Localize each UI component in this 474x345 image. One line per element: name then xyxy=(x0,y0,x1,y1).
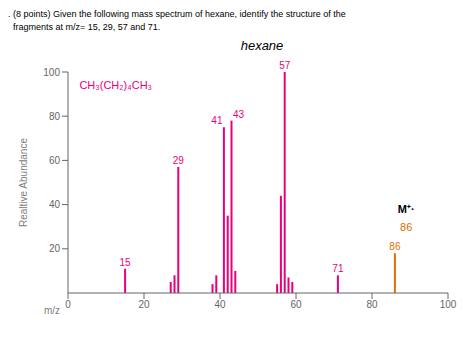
svg-text:100: 100 xyxy=(440,299,457,310)
svg-text:100: 100 xyxy=(43,67,60,78)
svg-text:0: 0 xyxy=(65,299,71,310)
svg-text:40: 40 xyxy=(49,199,61,210)
svg-text:41: 41 xyxy=(211,115,223,126)
svg-text:20: 20 xyxy=(49,243,61,254)
svg-text:43: 43 xyxy=(233,109,245,120)
svg-text:Realtive Abundance: Realtive Abundance xyxy=(18,138,29,227)
svg-text:CH₃(CH₂)₄CH₃: CH₃(CH₂)₄CH₃ xyxy=(79,79,152,91)
svg-text:15: 15 xyxy=(120,257,132,268)
svg-text:m/z: m/z xyxy=(44,305,60,316)
svg-text:86: 86 xyxy=(400,221,412,233)
svg-text:60: 60 xyxy=(49,155,61,166)
html-text:. (8 points) Given the followi: . (8 points) Given the following mass sp… xyxy=(8,9,346,19)
html-text:hexane: hexane xyxy=(240,38,284,53)
svg-text:71: 71 xyxy=(332,263,344,274)
svg-text:86: 86 xyxy=(389,241,401,252)
svg-text:29: 29 xyxy=(173,155,185,166)
svg-text:20: 20 xyxy=(138,299,150,310)
html-text:fragments at m/z= 15, 29, 57 a: fragments at m/z= 15, 29, 57 and 71. xyxy=(8,22,161,32)
svg-text:M⁺·: M⁺· xyxy=(398,203,415,215)
svg-text:40: 40 xyxy=(214,299,226,310)
svg-text:60: 60 xyxy=(290,299,302,310)
svg-text:80: 80 xyxy=(49,111,61,122)
svg-text:80: 80 xyxy=(366,299,378,310)
svg-text:57: 57 xyxy=(279,60,291,71)
